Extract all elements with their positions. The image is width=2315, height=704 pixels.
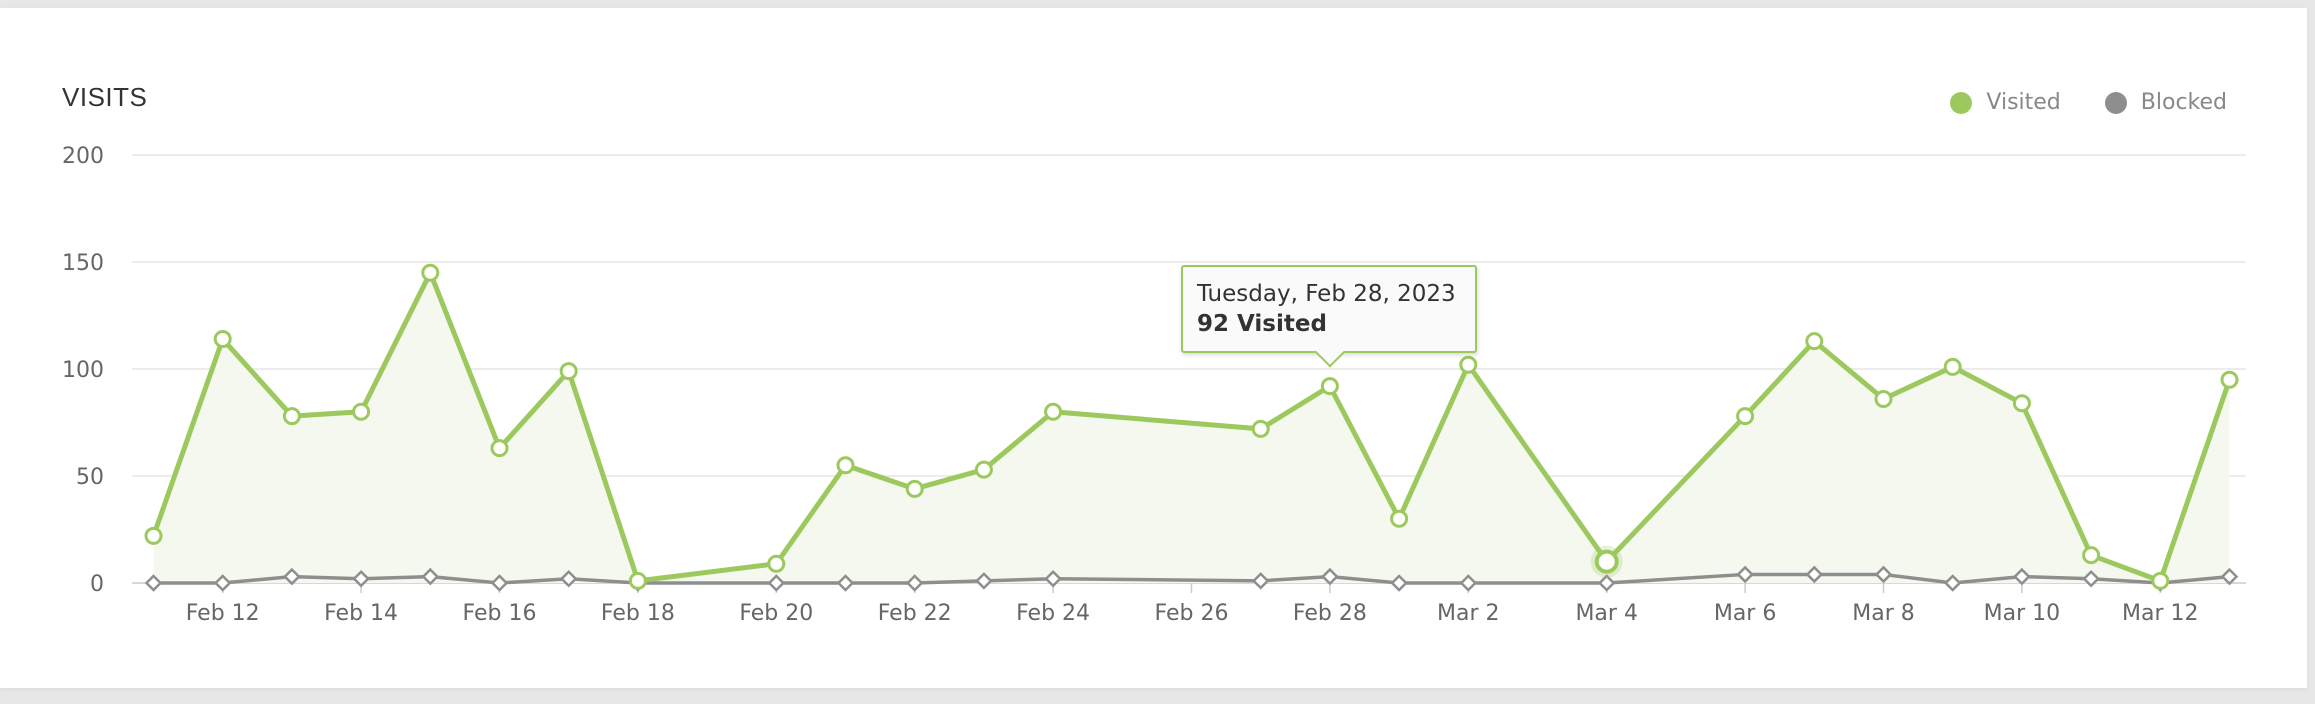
chart-title: VISITS <box>62 82 148 112</box>
blocked-point <box>1251 572 1270 590</box>
x-tick-label: Mar 8 <box>1852 601 1915 626</box>
legend-item-visited[interactable]: Visited <box>1950 90 2061 115</box>
y-tick-label: 100 <box>62 358 104 383</box>
blocked-point <box>836 574 855 592</box>
visited-point <box>421 263 440 282</box>
visited-point <box>1874 389 1893 408</box>
blocked-point <box>2082 569 2100 588</box>
visited-point <box>1251 419 1270 438</box>
visited-point-highlighted <box>1594 549 1619 574</box>
legend-dot-visited-icon <box>1950 91 1973 114</box>
y-tick-label: 150 <box>62 251 104 276</box>
x-tick-label: Mar 6 <box>1714 601 1777 626</box>
blocked-point <box>283 567 301 586</box>
blocked-series-line <box>153 572 2230 585</box>
visited-series-line <box>151 270 2232 584</box>
visited-point <box>836 456 855 475</box>
x-tick-label: Feb 28 <box>1293 601 1367 626</box>
x-tick-label: Feb 12 <box>186 601 260 626</box>
blocked-point <box>1597 574 1616 592</box>
blocked-point <box>1390 574 1408 592</box>
visited-point <box>1390 509 1409 528</box>
visited-point <box>628 571 647 590</box>
visited-point <box>2082 546 2101 565</box>
blocked-point <box>490 574 509 592</box>
y-tick-label: 50 <box>76 465 104 490</box>
blocked-point <box>1736 565 1754 584</box>
blocked-point <box>1805 565 1824 584</box>
visited-point <box>282 407 301 426</box>
y-tick-label: 200 <box>62 144 104 169</box>
blocked-point <box>1943 574 1962 592</box>
legend-label-blocked: Blocked <box>2140 90 2227 115</box>
visited-point <box>1805 332 1824 351</box>
x-tick-label: Feb 18 <box>601 601 675 626</box>
x-tick-label: Mar 2 <box>1437 601 1500 626</box>
blocked-point <box>213 574 232 592</box>
visited-point <box>2012 394 2031 413</box>
x-tick-label: Feb 26 <box>1155 601 1229 626</box>
chart-legend: Visited Blocked <box>1950 90 2227 115</box>
blocked-point <box>1044 569 1062 588</box>
blocked-point <box>975 572 993 590</box>
x-tick-label: Feb 14 <box>324 601 398 626</box>
x-tick-label: Feb 20 <box>739 601 813 626</box>
legend-label-visited: Visited <box>1986 90 2061 115</box>
y-tick-label: 0 <box>90 572 104 597</box>
visited-point <box>144 526 163 545</box>
tooltip-value: 92 Visited <box>1197 311 1327 337</box>
tooltip-date: Tuesday, Feb 28, 2023 <box>1197 281 1456 307</box>
visited-point <box>1943 357 1962 376</box>
visited-point <box>490 439 509 458</box>
visited-point <box>352 402 371 421</box>
blocked-point <box>905 574 924 592</box>
visited-point <box>2220 370 2239 389</box>
visited-point <box>905 479 924 498</box>
blocked-point <box>352 569 370 588</box>
visited-point <box>559 362 578 381</box>
blocked-point <box>2013 567 2031 586</box>
visited-point <box>1044 402 1063 421</box>
legend-item-blocked[interactable]: Blocked <box>2104 90 2227 115</box>
x-tick-label: Mar 4 <box>1575 601 1638 626</box>
x-tick-label: Feb 22 <box>878 601 952 626</box>
data-tooltip: Tuesday, Feb 28, 2023 92 Visited <box>1181 265 1477 368</box>
blocked-point <box>559 569 578 588</box>
x-tick-label: Feb 24 <box>1016 601 1090 626</box>
legend-dot-blocked-icon <box>2104 91 2127 114</box>
blocked-point <box>2220 567 2239 586</box>
visited-point <box>213 330 232 349</box>
x-tick-label: Feb 16 <box>463 601 537 626</box>
blocked-point <box>1874 565 1893 584</box>
blocked-point <box>1459 574 1478 592</box>
x-tick-label: Mar 12 <box>2122 601 2199 626</box>
visited-point <box>767 554 786 573</box>
x-tick-label: Mar 10 <box>1984 601 2061 626</box>
visited-point <box>1320 377 1339 396</box>
visited-point <box>1459 355 1478 374</box>
visited-point <box>974 460 993 479</box>
visited-point <box>2151 571 2170 590</box>
blocked-point <box>1321 567 1339 586</box>
visited-point <box>1736 407 1755 426</box>
blocked-point <box>144 574 163 592</box>
blocked-point <box>421 567 440 586</box>
visited-area <box>153 272 2230 583</box>
blocked-point <box>767 574 786 592</box>
